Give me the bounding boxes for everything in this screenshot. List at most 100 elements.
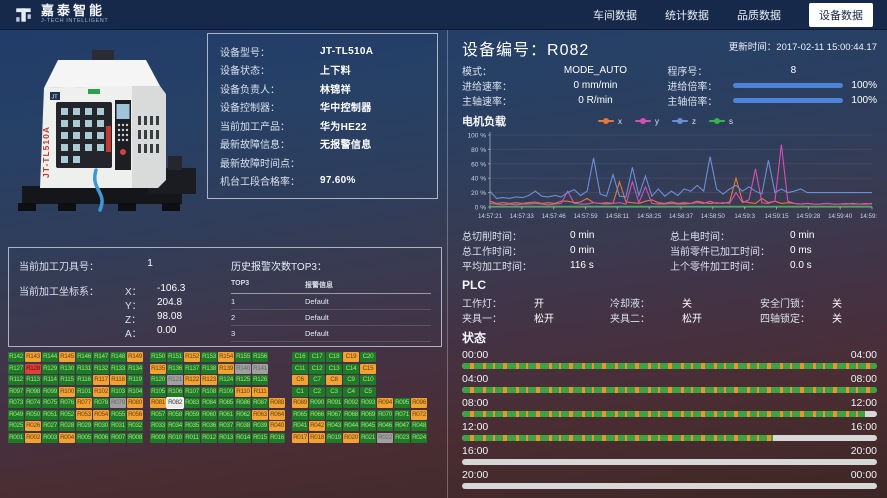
machine-cell-R129[interactable]: R129 [42,363,58,374]
machine-cell-R105[interactable]: R105 [150,386,166,397]
machine-cell-R021[interactable]: R021 [360,432,376,443]
machine-cell-R096[interactable]: R096 [411,398,427,408]
machine-cell-R126[interactable]: R126 [252,375,268,385]
machine-cell-R003[interactable]: R003 [42,432,58,443]
machine-cell-C5[interactable]: C5 [360,386,376,397]
machine-cell-R139[interactable]: R139 [218,363,234,374]
machine-cell-R111[interactable]: R111 [252,386,268,397]
machine-cell-R011[interactable]: R011 [184,432,200,443]
machine-cell-R002[interactable]: R002 [25,432,41,443]
machine-cell-R142[interactable]: R142 [8,352,24,362]
machine-cell-R064[interactable]: R064 [269,409,285,420]
machine-cell-R066[interactable]: R066 [309,409,325,420]
machine-cell-R091[interactable]: R091 [326,398,342,408]
machine-cell-R149[interactable]: R149 [127,352,143,362]
machine-cell-R143[interactable]: R143 [25,352,41,362]
machine-cell-R137[interactable]: R137 [184,363,200,374]
machine-cell-R053[interactable]: R053 [76,409,92,420]
nav-item-4[interactable]: 设备数据 [809,2,873,27]
machine-cell-R033[interactable]: R033 [150,421,166,431]
machine-cell-R023[interactable]: R023 [394,432,410,443]
machine-cell-R018[interactable]: R018 [309,432,325,443]
machine-cell-R120[interactable]: R120 [150,375,166,385]
machine-cell-C6[interactable]: C6 [292,375,308,385]
machine-cell-R107[interactable]: R107 [184,386,200,397]
machine-cell-R050[interactable]: R050 [25,409,41,420]
machine-cell-R029[interactable]: R029 [76,421,92,431]
machine-cell-R017[interactable]: R017 [292,432,308,443]
machine-cell-R038[interactable]: R038 [235,421,251,431]
machine-cell-R136[interactable]: R136 [167,363,183,374]
machine-cell-R141[interactable]: R141 [252,363,268,374]
machine-cell-R138[interactable]: R138 [201,363,217,374]
machine-cell-R081[interactable]: R081 [150,398,166,408]
machine-cell-R132[interactable]: R132 [93,363,109,374]
machine-cell-R019[interactable]: R019 [326,432,342,443]
machine-cell-R058[interactable]: R058 [167,409,183,420]
machine-cell-R093[interactable]: R093 [360,398,376,408]
nav-item-1[interactable]: 车间数据 [593,9,637,22]
machine-cell-R134[interactable]: R134 [127,363,143,374]
machine-cell-R001[interactable]: R001 [8,432,24,443]
machine-cell-R155[interactable]: R155 [235,352,251,362]
machine-cell-R087[interactable]: R087 [252,398,268,408]
machine-cell-R110[interactable]: R110 [235,386,251,397]
machine-cell-R059[interactable]: R059 [184,409,200,420]
machine-cell-R083[interactable]: R083 [184,398,200,408]
machine-cell-R116[interactable]: R116 [76,375,92,385]
machine-cell-R144[interactable]: R144 [42,352,58,362]
machine-cell-R152[interactable]: R152 [184,352,200,362]
machine-cell-R056[interactable]: R056 [127,409,143,420]
machine-cell-R046[interactable]: R046 [377,421,393,431]
machine-cell-R147[interactable]: R147 [93,352,109,362]
machine-cell-R115[interactable]: R115 [59,375,75,385]
machine-cell-C14[interactable]: C14 [343,363,359,374]
machine-cell-R030[interactable]: R030 [93,421,109,431]
machine-cell-R095[interactable]: R095 [394,398,410,408]
machine-cell-R094[interactable]: R094 [377,398,393,408]
machine-cell-R004[interactable]: R004 [59,432,75,443]
machine-cell-R012[interactable]: R012 [201,432,217,443]
machine-cell-C20[interactable]: C20 [360,352,376,362]
machine-cell-R145[interactable]: R145 [59,352,75,362]
machine-cell-R031[interactable]: R031 [110,421,126,431]
machine-cell-R127[interactable]: R127 [8,363,24,374]
machine-cell-C11[interactable]: C11 [292,363,308,374]
machine-cell-R060[interactable]: R060 [201,409,217,420]
machine-cell-R072[interactable]: R072 [411,409,427,420]
machine-cell-R113[interactable]: R113 [25,375,41,385]
machine-cell-R076[interactable]: R076 [59,398,75,408]
machine-cell-R009[interactable]: R009 [150,432,166,443]
machine-cell-R063[interactable]: R063 [252,409,268,420]
machine-cell-C18[interactable]: C18 [326,352,342,362]
machine-cell-R067[interactable]: R067 [326,409,342,420]
machine-cell-R106[interactable]: R106 [167,386,183,397]
machine-cell-R008[interactable]: R008 [127,432,143,443]
machine-cell-R013[interactable]: R013 [218,432,234,443]
machine-cell-R037[interactable]: R037 [218,421,234,431]
machine-cell-R109[interactable]: R109 [218,386,234,397]
machine-cell-C7[interactable]: C7 [309,375,325,385]
machine-cell-R035[interactable]: R035 [184,421,200,431]
machine-cell-R044[interactable]: R044 [343,421,359,431]
machine-cell-R020[interactable]: R020 [343,432,359,443]
machine-cell-R150[interactable]: R150 [150,352,166,362]
machine-cell-R048[interactable]: R048 [411,421,427,431]
machine-cell-R112[interactable]: R112 [8,375,24,385]
machine-cell-R015[interactable]: R015 [252,432,268,443]
machine-cell-R077[interactable]: R077 [76,398,92,408]
machine-cell-R024[interactable]: R024 [411,432,427,443]
machine-cell-R022[interactable]: R022 [377,432,393,443]
machine-cell-R062[interactable]: R062 [235,409,251,420]
machine-cell-R121[interactable]: R121 [167,375,183,385]
machine-cell-R098[interactable]: R098 [25,386,41,397]
machine-cell-R125[interactable]: R125 [235,375,251,385]
machine-cell-C3[interactable]: C3 [326,386,342,397]
machine-cell-R070[interactable]: R070 [377,409,393,420]
machine-cell-R045[interactable]: R045 [360,421,376,431]
machine-cell-R104[interactable]: R104 [127,386,143,397]
machine-cell-R082[interactable]: R082 [167,398,183,408]
machine-cell-R117[interactable]: R117 [93,375,109,385]
machine-cell-R101[interactable]: R101 [76,386,92,397]
machine-cell-R128[interactable]: R128 [25,363,41,374]
